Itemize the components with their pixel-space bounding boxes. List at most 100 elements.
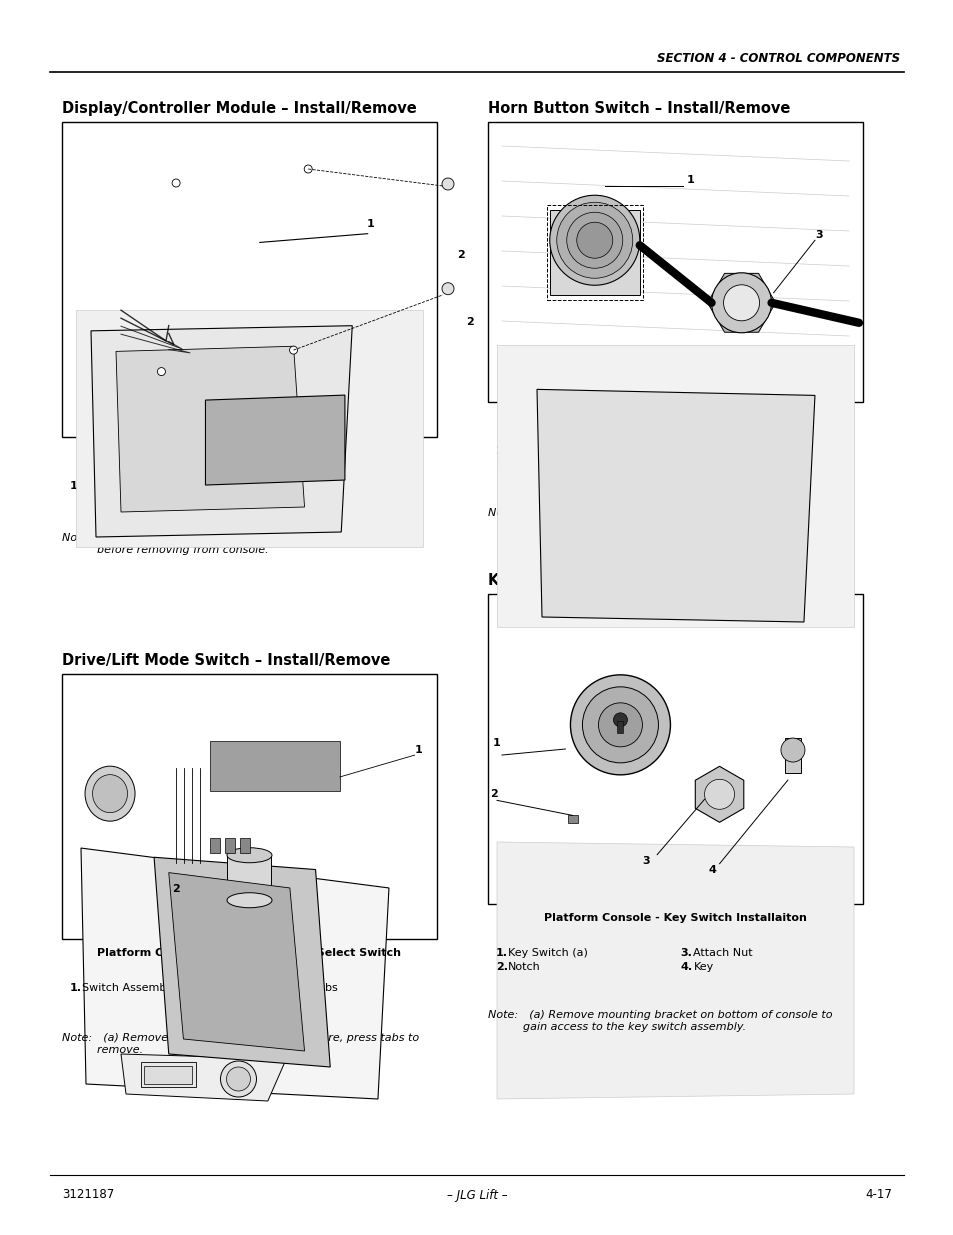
Polygon shape [91, 326, 352, 537]
Text: 2: 2 [456, 249, 464, 259]
Text: Note: (a) Remove rear cover, unplug switch wire, press tabs to
          remove.: Note: (a) Remove rear cover, unplug swit… [62, 1032, 418, 1055]
Text: 4: 4 [707, 864, 716, 874]
Polygon shape [169, 873, 304, 1051]
Text: Key Switch (a): Key Switch (a) [507, 948, 587, 958]
Text: Display/Controller
Module (a): Display/Controller Module (a) [82, 480, 181, 503]
Text: 1: 1 [415, 745, 422, 755]
Text: 4-17: 4-17 [864, 1188, 891, 1202]
Circle shape [290, 346, 297, 354]
Text: Display/Controller Module – Install/Remove: Display/Controller Module – Install/Remo… [62, 100, 416, 116]
Polygon shape [121, 1053, 286, 1100]
Circle shape [704, 779, 734, 809]
Bar [784, 739, 801, 773]
Text: Platform Console - Drive/Lift Mode Select Switch: Platform Console - Drive/Lift Mode Selec… [97, 948, 401, 958]
Text: 2: 2 [466, 317, 474, 327]
Text: 2: 2 [172, 884, 180, 894]
Bar [144, 1066, 192, 1084]
Circle shape [722, 285, 759, 321]
Ellipse shape [227, 847, 272, 863]
Text: 1.: 1. [496, 446, 507, 456]
Text: Horn Button Switch (a): Horn Button Switch (a) [507, 446, 635, 456]
Text: Nut: Nut [693, 446, 713, 456]
Text: 1.: 1. [70, 480, 82, 492]
Bar [549, 210, 639, 295]
Text: 2: 2 [490, 789, 497, 799]
Bar [567, 815, 578, 824]
Text: 1.: 1. [70, 983, 82, 993]
Text: Locking Tabs: Locking Tabs [267, 983, 338, 993]
Circle shape [157, 368, 165, 375]
Text: 2.: 2. [254, 983, 266, 993]
Circle shape [781, 739, 804, 762]
Text: Mounting Screws: Mounting Screws [267, 480, 362, 492]
Text: 1: 1 [367, 220, 375, 230]
Polygon shape [205, 395, 345, 485]
Circle shape [582, 687, 658, 763]
Circle shape [577, 222, 612, 258]
Text: 1: 1 [686, 175, 694, 185]
Text: Notch: Notch [507, 962, 540, 972]
Ellipse shape [92, 774, 128, 813]
Bar [488, 594, 862, 904]
Text: 3121187: 3121187 [62, 1188, 114, 1202]
Polygon shape [707, 273, 775, 332]
Polygon shape [81, 848, 389, 1099]
Text: 3.: 3. [679, 446, 692, 456]
Circle shape [613, 713, 627, 727]
Polygon shape [116, 346, 304, 513]
Text: Platform Console - Key Switch Installaiton: Platform Console - Key Switch Installait… [543, 913, 806, 923]
Text: 1.: 1. [496, 948, 507, 958]
Bar [227, 856, 272, 900]
Text: Platform Console - Display Module: Platform Console - Display Module [142, 446, 356, 456]
Text: 2.: 2. [254, 480, 266, 492]
Circle shape [557, 203, 632, 278]
Text: Lock Washer: Lock Washer [507, 459, 578, 471]
Polygon shape [497, 842, 853, 1099]
Bar [546, 205, 642, 300]
Text: 3: 3 [641, 856, 649, 866]
Text: Key: Key [693, 962, 713, 972]
Circle shape [220, 1061, 256, 1097]
Ellipse shape [227, 893, 272, 908]
Circle shape [711, 273, 771, 332]
Text: Note: (a) Unplug all connections on the back of the module
          before remo: Note: (a) Unplug all connections on the … [62, 534, 398, 555]
Bar [488, 122, 862, 403]
Circle shape [226, 1067, 251, 1091]
Bar [141, 1062, 195, 1087]
Circle shape [570, 674, 670, 774]
Bar [211, 741, 339, 790]
Bar [62, 674, 436, 939]
Bar [225, 837, 235, 853]
Text: Note: (a) Remove mounting bracket on bottom of console to
          gain access : Note: (a) Remove mounting bracket on bot… [488, 1010, 832, 1031]
Polygon shape [76, 310, 422, 547]
Circle shape [566, 212, 622, 268]
Text: 2.: 2. [496, 962, 507, 972]
Text: 3: 3 [814, 230, 821, 240]
Circle shape [304, 165, 312, 173]
Ellipse shape [549, 195, 639, 285]
Bar [240, 837, 251, 853]
Polygon shape [537, 389, 814, 622]
Circle shape [441, 178, 454, 190]
Text: 1: 1 [493, 739, 500, 748]
Circle shape [172, 179, 180, 186]
Text: Drive/Lift Mode Switch – Install/Remove: Drive/Lift Mode Switch – Install/Remove [62, 652, 390, 667]
Polygon shape [497, 345, 853, 627]
Bar [62, 122, 436, 437]
Text: – JLG Lift –: – JLG Lift – [446, 1188, 507, 1202]
Text: 3.: 3. [679, 948, 692, 958]
Text: Attach Nut: Attach Nut [693, 948, 752, 958]
Ellipse shape [85, 766, 135, 821]
Bar [617, 721, 623, 732]
Text: Key Switch – Install/Remove: Key Switch – Install/Remove [488, 573, 719, 588]
Circle shape [441, 283, 454, 295]
Polygon shape [695, 766, 743, 823]
Text: 4.: 4. [679, 962, 692, 972]
Text: Switch Assembly (a): Switch Assembly (a) [82, 983, 195, 993]
Text: SECTION 4 - CONTROL COMPONENTS: SECTION 4 - CONTROL COMPONENTS [657, 52, 899, 64]
Text: 2.: 2. [496, 459, 507, 471]
Text: Note: (a) Remove rear cover, unplug wire, remove nut and lock
          washer t: Note: (a) Remove rear cover, unplug wire… [488, 508, 848, 530]
Bar [211, 837, 220, 853]
Polygon shape [154, 857, 330, 1067]
Circle shape [598, 703, 641, 747]
